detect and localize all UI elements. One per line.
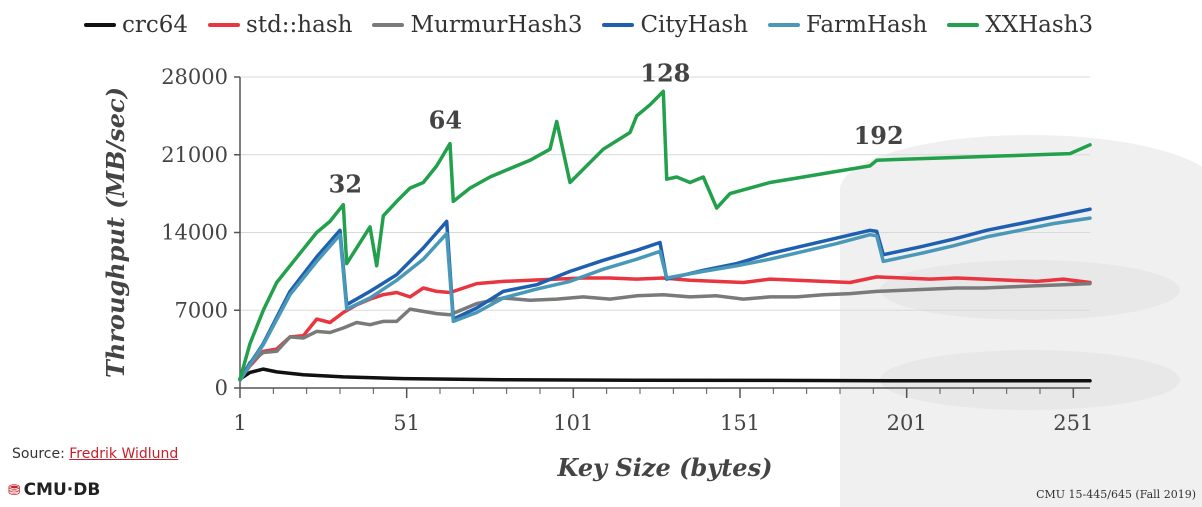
legend-label: CityHash <box>640 12 749 38</box>
chart-legend: crc64 std::hash MurmurHash3 CityHash FarmHas… <box>84 12 1113 38</box>
database-icon: ⛃ <box>8 481 21 499</box>
legend-item: crc64 <box>84 12 188 38</box>
series-line-cityhash <box>238 207 1092 381</box>
x-axis-label: Key Size (bytes) <box>557 453 773 482</box>
legend-label: FarmHash <box>806 12 928 38</box>
series-line-crc64 <box>238 367 1092 383</box>
logo-text: CMU·DB <box>23 480 101 500</box>
series-line-murmurhash3 <box>238 281 1092 382</box>
annotation-label: 32 <box>329 170 362 199</box>
x-tick-label: 151 <box>720 411 760 435</box>
annotation-label: 64 <box>429 105 462 134</box>
legend-label: MurmurHash3 <box>410 12 583 38</box>
x-tick-label: 201 <box>887 411 927 435</box>
x-tick-label: 51 <box>393 411 420 435</box>
y-tick-label: 28000 <box>161 65 228 89</box>
legend-item: CityHash <box>602 12 748 38</box>
course-footer: CMU 15-445/645 (Fall 2019) <box>1036 488 1196 501</box>
y-tick-label: 0 <box>215 376 228 400</box>
legend-label: XXHash3 <box>985 12 1094 38</box>
legend-label: std::hash <box>246 12 353 38</box>
series-line-std-hash <box>238 275 1092 381</box>
annotation-label: 128 <box>640 59 690 88</box>
annotation-label: 192 <box>854 121 904 150</box>
x-tick-label: 1 <box>233 411 246 435</box>
legend-swatch <box>372 23 405 27</box>
x-tick-label: 251 <box>1053 411 1093 435</box>
legend-swatch <box>602 23 635 27</box>
legend-swatch <box>84 23 116 27</box>
legend-item: FarmHash <box>768 12 927 38</box>
legend-swatch <box>947 23 980 27</box>
source-note: Source: Fredrik Widlund <box>12 446 178 462</box>
source-label: Source: <box>12 446 70 462</box>
legend-item: MurmurHash3 <box>372 12 582 38</box>
source-link[interactable]: Fredrik Widlund <box>69 446 179 462</box>
cmu-db-logo: ⛃ CMU·DB <box>8 480 100 500</box>
legend-swatch <box>208 23 241 27</box>
y-tick-label: 21000 <box>161 143 228 167</box>
y-axis-label: Throughput (MB/sec) <box>101 87 130 378</box>
legend-swatch <box>768 23 801 27</box>
series-line-xxhash3 <box>238 89 1092 381</box>
series-line-farmhash <box>238 216 1092 382</box>
y-tick-label: 14000 <box>161 221 228 245</box>
legend-item: XXHash3 <box>947 12 1093 38</box>
y-tick-label: 7000 <box>175 298 228 322</box>
legend-item: std::hash <box>208 12 352 38</box>
legend-label: crc64 <box>122 12 189 38</box>
x-tick-label: 101 <box>553 411 593 435</box>
